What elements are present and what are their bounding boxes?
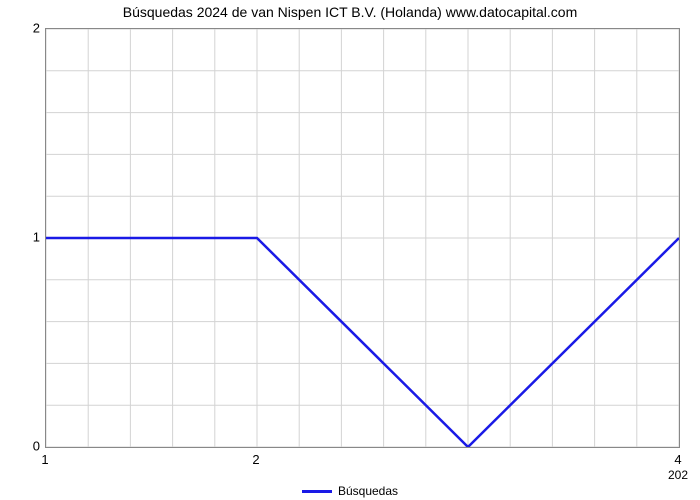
series-line — [46, 238, 679, 447]
chart-svg — [46, 29, 679, 447]
series-group — [46, 238, 679, 447]
y-tick-label: 2 — [33, 21, 40, 36]
legend: Búsquedas — [0, 484, 700, 498]
chart-title: Búsquedas 2024 de van Nispen ICT B.V. (H… — [0, 4, 700, 20]
x-sublabel: 202 — [668, 468, 688, 482]
legend-swatch — [302, 490, 332, 493]
y-tick-label: 0 — [33, 439, 40, 454]
chart-container: Búsquedas 2024 de van Nispen ICT B.V. (H… — [0, 0, 700, 500]
x-tick-label: 1 — [41, 452, 48, 467]
legend-label: Búsquedas — [338, 484, 398, 498]
x-tick-label: 4 — [674, 452, 681, 467]
x-tick-label: 2 — [252, 452, 259, 467]
plot-area — [45, 28, 680, 448]
y-tick-label: 1 — [33, 230, 40, 245]
